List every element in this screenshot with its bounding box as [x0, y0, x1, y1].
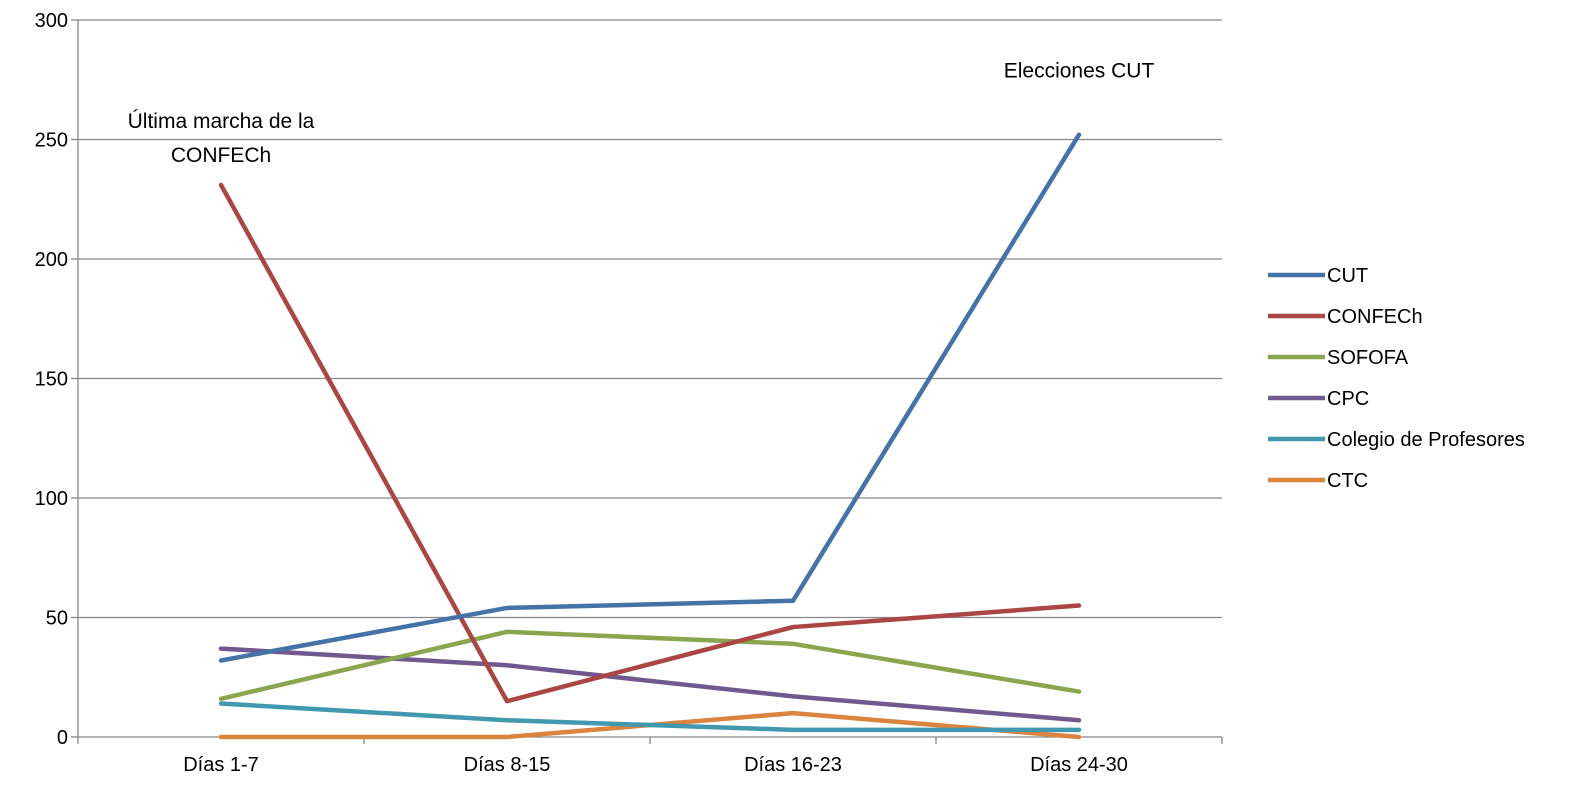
series-line-confech — [218, 182, 1082, 704]
legend-label: CPC — [1327, 388, 1369, 410]
legend-label: SOFOFA — [1327, 347, 1409, 369]
gridlines — [78, 19, 1222, 619]
legend-label: CTC — [1327, 470, 1368, 492]
series-line-cut — [218, 132, 1082, 663]
x-tick-label: Días 16-23 — [744, 754, 842, 776]
series-line-sofofa — [218, 629, 1082, 702]
annotations: Última marcha de la CONFECh Elecciones CUT — [128, 60, 1155, 167]
y-tick-label: 150 — [35, 369, 68, 391]
legend-label: Colegio de Profesores — [1327, 429, 1525, 451]
y-axis-ticks: 0 50 100 150 200 250 300 — [35, 10, 78, 749]
annotation-line: CONFECh — [171, 144, 271, 167]
annotation-text: Última marcha de la CONFECh — [128, 110, 315, 167]
x-tick-label: Días 24-30 — [1030, 754, 1128, 776]
y-tick-label: 50 — [46, 608, 68, 630]
x-tick-label: Días 8-15 — [464, 754, 551, 776]
x-axis-ticks: Días 1-7 Días 8-15 Días 16-23 Días 24-30 — [77, 737, 1223, 776]
series-line-cpc — [218, 646, 1082, 723]
y-tick-label: 250 — [35, 130, 68, 152]
annotation-line: Última marcha de la — [128, 110, 315, 133]
y-tick-label: 0 — [57, 727, 68, 749]
y-tick-label: 100 — [35, 488, 68, 510]
y-tick-label: 200 — [35, 249, 68, 271]
legend-label: CUT — [1327, 265, 1368, 287]
y-tick-label: 300 — [35, 10, 68, 32]
series-lines — [218, 132, 1082, 740]
legend: CUT CONFECh SOFOFA CPC Colegio de Profesores… — [1268, 265, 1525, 492]
x-tick-label: Días 1-7 — [183, 754, 259, 776]
legend-label: CONFECh — [1327, 306, 1423, 328]
annotation-text: Elecciones CUT — [1004, 60, 1155, 83]
series-line-colegio-de-profesores — [218, 701, 1082, 733]
annotation-line: Elecciones CUT — [1004, 60, 1155, 83]
